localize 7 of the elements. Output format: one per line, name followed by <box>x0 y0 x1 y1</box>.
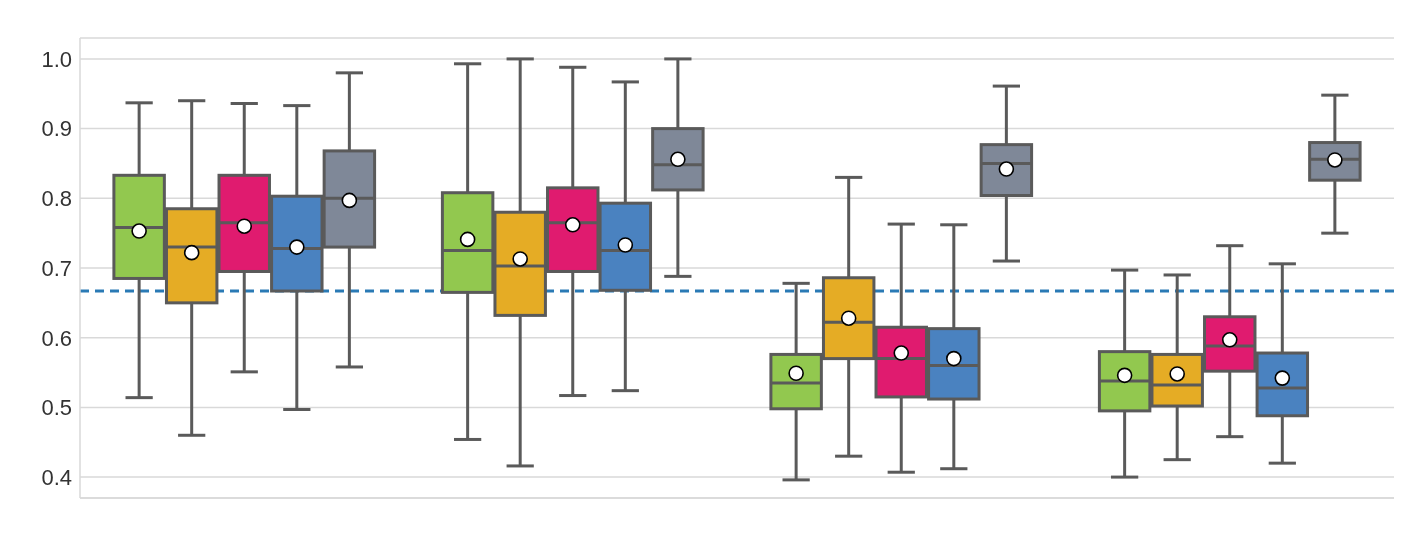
y-tick-label: 0.4 <box>41 464 72 490</box>
y-tick-label: 0.5 <box>41 395 72 421</box>
y-tick-label: 0.8 <box>41 186 72 212</box>
y-tick-label: 0.9 <box>41 116 72 142</box>
y-tick-label: 1.0 <box>41 46 72 72</box>
y-tick-label: 0.6 <box>41 325 72 351</box>
y-tick-label: 0.7 <box>41 255 72 281</box>
